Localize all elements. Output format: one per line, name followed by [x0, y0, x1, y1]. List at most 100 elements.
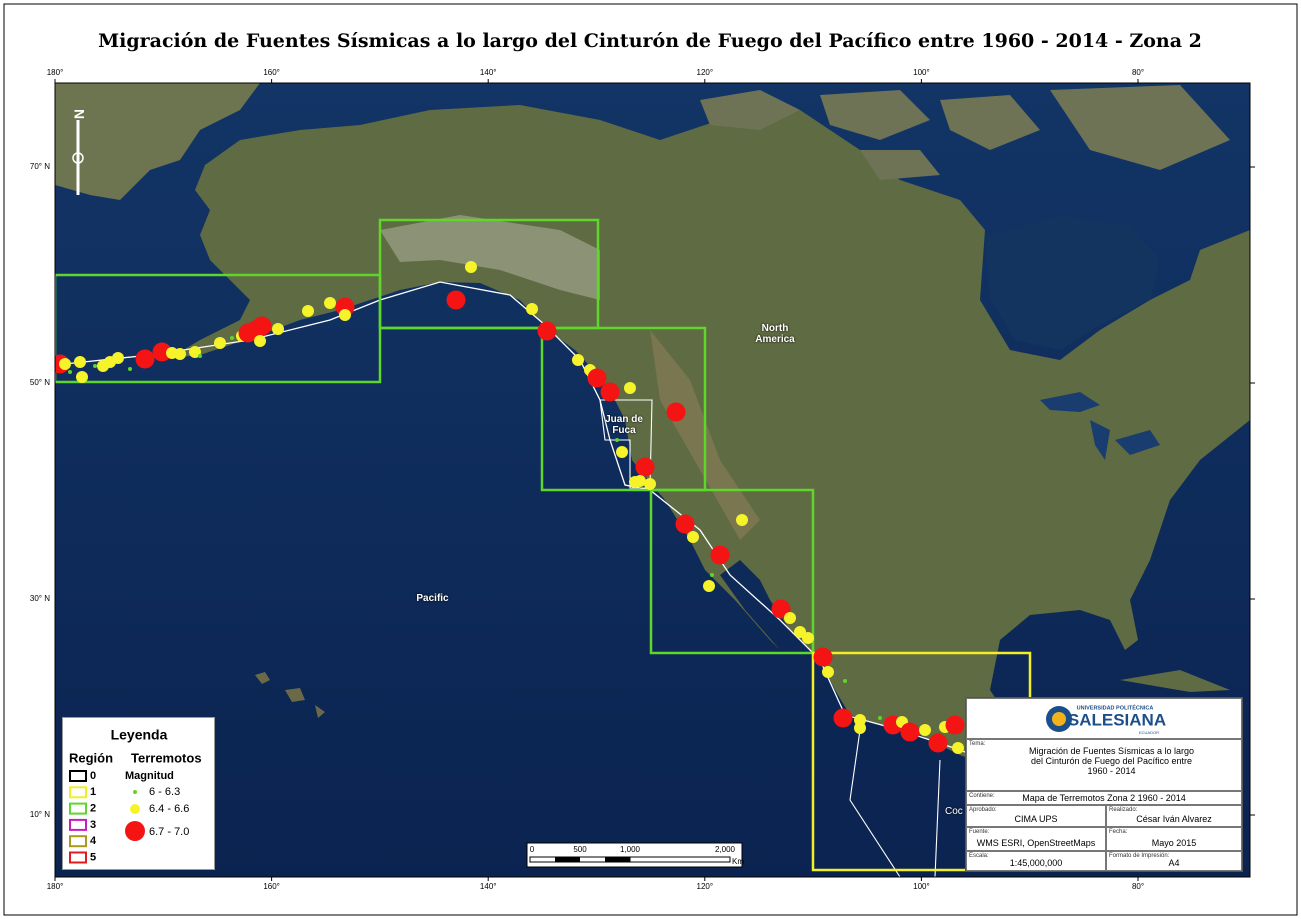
water-body — [985, 215, 1160, 350]
longitude-label: 160° — [263, 882, 280, 891]
legend: Leyenda Región Terremotos Magnitud 0 1 2 3 4… — [62, 717, 215, 870]
earthquake — [644, 478, 656, 490]
earthquake — [230, 336, 234, 340]
theme-cell: Tema: Migración de Fuentes Sísmicas a lo… — [966, 739, 1242, 791]
earthquake — [526, 303, 538, 315]
earthquake — [736, 514, 748, 526]
earthquake — [784, 612, 796, 624]
legend-label: 1 — [90, 786, 96, 798]
earthquake — [710, 545, 730, 565]
logo: UNIVERSIDAD POLITÉCNICA SALESIANA ECUADO… — [1046, 703, 1166, 735]
zone — [649, 488, 815, 655]
earthquake — [112, 352, 124, 364]
cell-label: Escala: — [969, 853, 989, 859]
earthquake — [272, 323, 284, 335]
earthquake — [919, 724, 931, 736]
logo-text: ECUADOR — [1139, 730, 1159, 735]
legend-label: 4 — [90, 835, 97, 847]
earthquake — [802, 632, 814, 644]
legend-swatch — [69, 835, 87, 848]
earthquake — [666, 402, 686, 422]
north-label: N — [71, 109, 87, 119]
place-label: Pacific — [416, 593, 449, 604]
legend-regions: 0 1 2 3 4 5 — [69, 770, 97, 864]
earthquake — [572, 354, 584, 366]
earthquake — [74, 356, 86, 368]
legend-symbol — [130, 804, 140, 814]
scale-label: 0 — [530, 845, 535, 854]
longitude-label: 180° — [47, 68, 64, 77]
longitude-label: 80° — [1132, 68, 1144, 77]
north-arrow: N — [71, 109, 87, 195]
legend-label: 6 - 6.3 — [149, 786, 180, 798]
scale-label: 1,000 — [620, 845, 641, 854]
earthquake — [339, 309, 351, 321]
cell-value: WMS ESRI, OpenStreetMaps — [976, 838, 1096, 848]
earthquake — [174, 348, 186, 360]
earthquake — [93, 364, 97, 368]
cell-value: CIMA UPS — [1014, 814, 1058, 824]
logo-text: SALESIANA — [1068, 710, 1166, 729]
cell-label: Fecha: — [1109, 829, 1128, 835]
legend-swatch — [69, 770, 87, 782]
scale-label: 2,000 — [715, 845, 736, 854]
cell-value: Mayo 2015 — [1151, 838, 1197, 848]
zone — [540, 326, 707, 492]
earthquake — [624, 382, 636, 394]
cell-label: Fuente: — [969, 829, 990, 835]
earthquake — [822, 666, 834, 678]
earthquake — [675, 514, 695, 534]
longitude-label: 140° — [480, 68, 497, 77]
scale-cell: Escala: 1:45,000,000 — [966, 851, 1106, 871]
legend-label: 5 — [90, 851, 96, 863]
cell-value: César Iván Alvarez — [1136, 814, 1212, 824]
land — [255, 672, 325, 718]
legend-swatch — [69, 818, 87, 831]
earthquake — [59, 358, 71, 370]
earthquake — [600, 382, 620, 402]
logo-text: UNIVERSIDAD POLITÉCNICA — [1077, 703, 1154, 711]
earthquake — [68, 370, 72, 374]
earthquake — [302, 305, 314, 317]
earthquake — [198, 354, 202, 358]
earthquake — [152, 342, 172, 362]
legend-label: 6.7 - 7.0 — [149, 826, 189, 838]
land — [55, 83, 260, 200]
place-label: Coc — [945, 806, 963, 817]
title-block: UNIVERSIDAD POLITÉCNICA SALESIANA ECUADO… — [965, 697, 1243, 872]
legend-swatch — [69, 786, 87, 799]
earthquake — [324, 297, 336, 309]
legend-swatch — [69, 802, 87, 815]
earthquake — [128, 367, 132, 371]
water-body — [1040, 392, 1160, 460]
legend-symbol — [125, 821, 145, 841]
longitude-label: 100° — [913, 882, 930, 891]
longitude-label: 180° — [47, 882, 64, 891]
cell-value: Mapa de Terremotos Zona 2 1960 - 2014 — [1022, 793, 1186, 803]
earthquake — [854, 722, 866, 734]
legend-symbol — [133, 790, 137, 794]
scale-label: 500 — [573, 845, 587, 854]
earthquake — [687, 531, 699, 543]
earthquake — [252, 316, 272, 336]
longitude-label: 120° — [697, 882, 714, 891]
map-border — [54, 82, 1251, 878]
earthquake — [813, 647, 833, 667]
earthquake — [76, 371, 88, 383]
legend-header: Región — [69, 750, 113, 765]
map-title: Migración de Fuentes Sísmicas a lo largo… — [98, 30, 1202, 52]
latitude-label: 10° N — [30, 810, 50, 819]
earthquake — [635, 457, 655, 477]
earthquake — [833, 708, 853, 728]
scale-unit: Km — [732, 857, 744, 866]
earthquake — [928, 733, 948, 753]
earthquake — [945, 715, 965, 735]
cell-value: Migración de Fuentes Sísmicas a lo largo… — [1028, 746, 1195, 776]
legend-title: Leyenda — [111, 727, 168, 743]
earthquake — [629, 476, 641, 488]
graticule-labels: 180°180°160°160°140°140°120°120°100°100°… — [30, 68, 1255, 891]
earthquake — [710, 573, 714, 577]
cell-label: Tema: — [969, 741, 986, 747]
longitude-label: 120° — [697, 68, 714, 77]
